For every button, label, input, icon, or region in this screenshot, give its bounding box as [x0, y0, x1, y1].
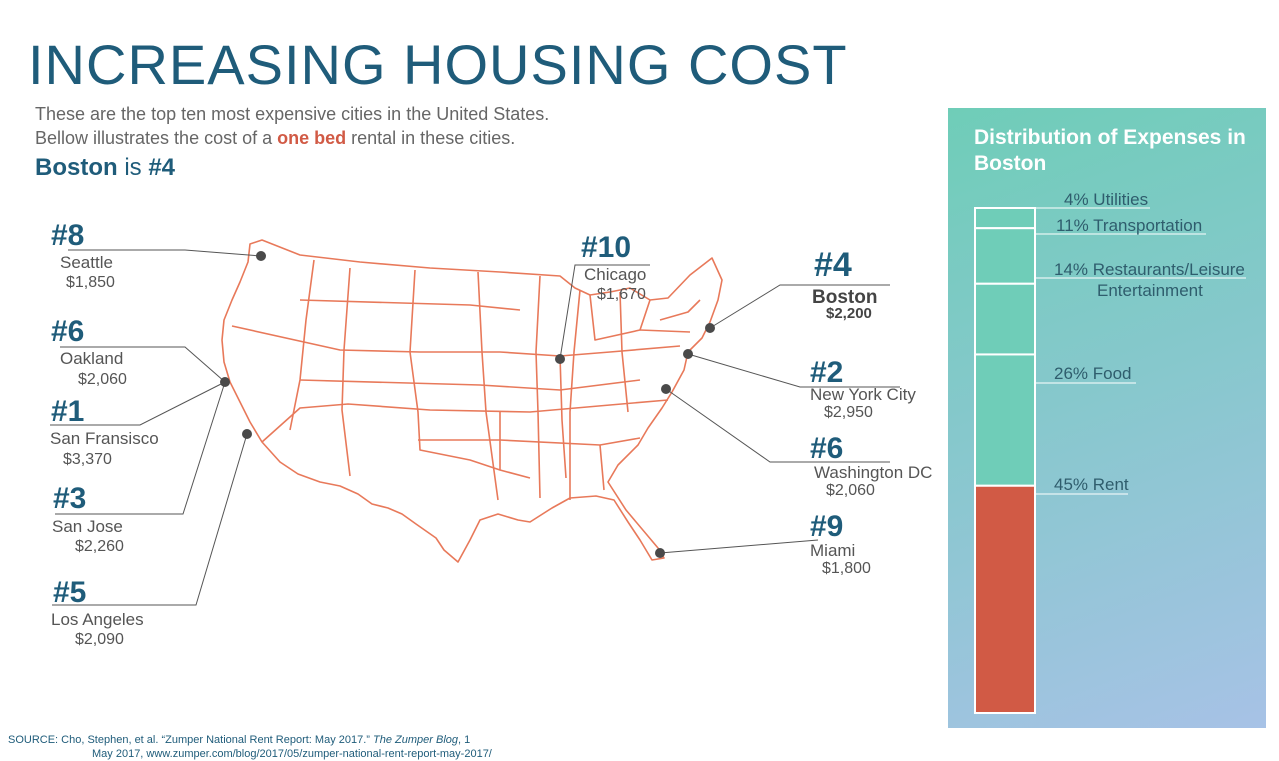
city-los-angeles: Los Angeles [51, 610, 144, 629]
rank-boston: #4 [814, 246, 852, 284]
us-map [221, 239, 723, 563]
city-dot-new-york [683, 349, 693, 359]
price-new-york: $2,950 [824, 404, 873, 421]
city-boston: Boston [812, 287, 878, 308]
city-chicago: Chicago [584, 265, 647, 284]
rank-washington: #6 [810, 432, 844, 465]
city-oakland: Oakland [60, 349, 124, 368]
city-seattle: Seattle [60, 253, 113, 272]
city-dot-bay-area [220, 377, 230, 387]
source-citation: SOURCE: Cho, Stephen, et al. “Zumper Nat… [8, 734, 492, 760]
price-chicago: $1,670 [597, 286, 646, 303]
expense-segment-restaurants [974, 282, 1036, 356]
expense-label-rent: 45% Rent [1054, 475, 1129, 494]
city-miami: Miami [810, 541, 856, 560]
rank-san-francisco: #1 [51, 395, 85, 428]
expense-label-food: 26% Food [1054, 364, 1132, 383]
city-dot-los-angeles [242, 429, 252, 439]
rank-oakland: #6 [51, 315, 85, 348]
subtitle-line-1: These are the top ten most expensive cit… [35, 104, 550, 124]
city-new-york: New York City [810, 385, 916, 404]
price-san-jose: $2,260 [75, 538, 124, 555]
city-dots [220, 251, 715, 558]
rank-san-jose: #3 [53, 482, 87, 515]
city-dot-seattle [256, 251, 266, 261]
city-washington: Washington DC [814, 463, 933, 482]
connector-lines [50, 249, 900, 606]
expense-segment-food [974, 353, 1036, 487]
city-dot-miami [655, 548, 665, 558]
city-dot-chicago [555, 354, 565, 364]
expense-segment-rent [974, 484, 1036, 714]
boston-rank-statement: Boston is #4 [35, 154, 176, 181]
city-san-jose: San Jose [52, 517, 123, 536]
price-seattle: $1,850 [66, 274, 115, 291]
rank-los-angeles: #5 [53, 576, 87, 609]
price-washington: $2,060 [826, 482, 875, 499]
price-oakland: $2,060 [78, 371, 127, 388]
expense-label-restaurants: 14% Restaurants/Leisure [1054, 260, 1245, 279]
expense-leader-lines [1036, 207, 1246, 495]
expense-segment-utilities [974, 207, 1036, 230]
one-bed-highlight: one bed [277, 128, 347, 148]
expense-label-entertainment: Entertainment [1097, 281, 1203, 300]
expense-bar [974, 207, 1036, 714]
expense-panel-title: Distribution of Expenses in Boston [974, 126, 1246, 175]
page-title: INCREASING HOUSING COST [28, 33, 848, 96]
expense-label-transportation: 11% Transportation [1056, 216, 1203, 235]
expense-label-utilities: 4% Utilities [1064, 190, 1149, 209]
subtitle-line-2: Bellow illustrates the cost of a one bed… [35, 128, 516, 148]
price-miami: $1,800 [822, 560, 871, 577]
rank-miami: #9 [810, 510, 844, 543]
rank-new-york: #2 [810, 356, 844, 389]
expense-segment-transportation [974, 227, 1036, 285]
price-los-angeles: $2,090 [75, 631, 124, 648]
city-dot-washington [661, 384, 671, 394]
city-dot-boston [705, 323, 715, 333]
rank-chicago: #10 [581, 231, 632, 264]
city-san-francisco: San Fransisco [50, 429, 159, 448]
price-san-francisco: $3,370 [63, 451, 112, 468]
rank-seattle: #8 [51, 219, 85, 252]
price-boston: $2,200 [826, 305, 872, 322]
